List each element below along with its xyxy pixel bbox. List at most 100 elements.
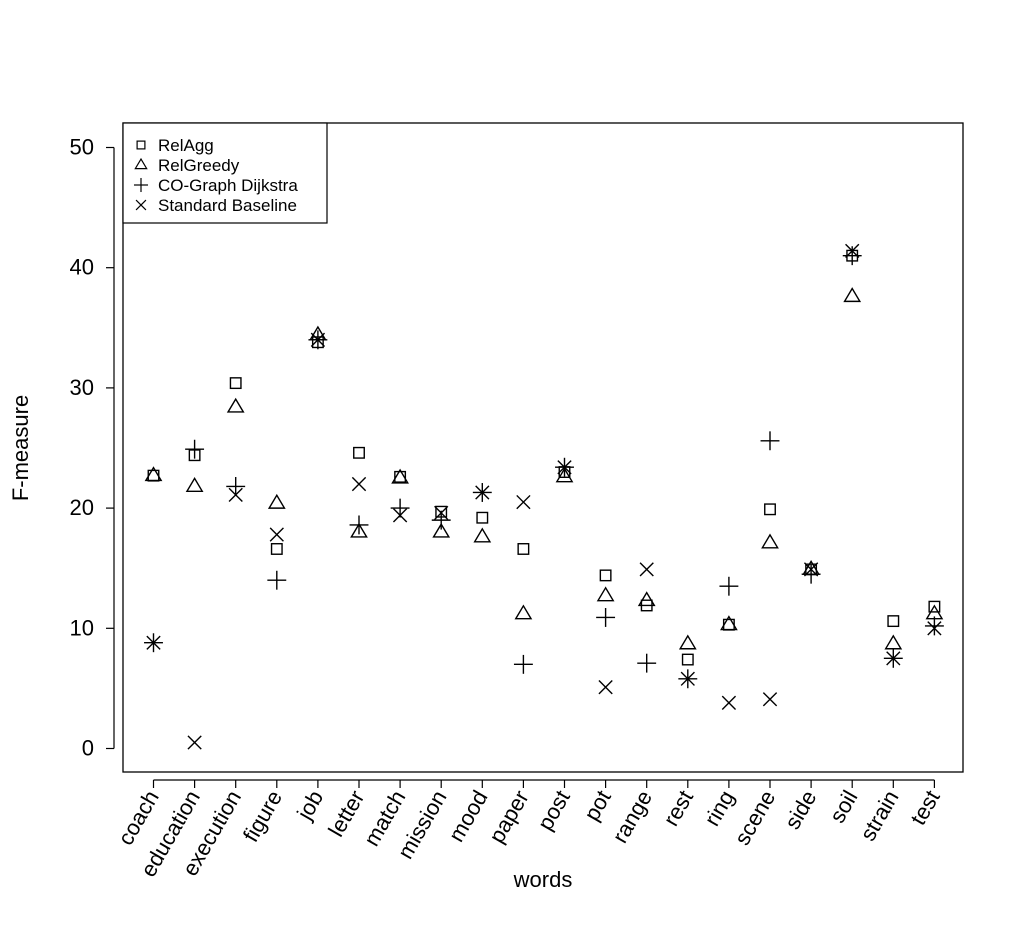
point-square	[394, 470, 407, 483]
point-square	[681, 653, 694, 666]
point-triangle	[473, 527, 492, 543]
x-tick-label: mood	[443, 786, 492, 846]
x-tick-label: paper	[484, 786, 534, 847]
point-triangle	[267, 493, 286, 509]
point-square	[270, 543, 283, 555]
point-triangle	[596, 586, 615, 602]
point-square	[722, 618, 735, 631]
point-triangle	[391, 468, 409, 484]
x-tick-label: test	[905, 786, 944, 829]
point-cross	[392, 508, 408, 523]
legend-label: RelAgg	[158, 136, 214, 155]
x-tick-label: post	[532, 786, 574, 835]
point-triangle	[843, 287, 862, 303]
point-cross	[886, 651, 901, 666]
x-tick-label: job	[291, 786, 328, 825]
series-plus	[144, 246, 944, 689]
x-tick-label: pot	[579, 786, 616, 825]
y-tick-label: 0	[82, 736, 94, 761]
point-cross	[845, 243, 860, 259]
point-plus	[842, 246, 862, 266]
point-cross	[351, 476, 367, 492]
point-plus	[719, 576, 739, 596]
legend-marker-plus	[133, 177, 149, 193]
point-plus	[924, 616, 944, 636]
point-triangle	[884, 634, 903, 650]
x-tick-label: strain	[855, 786, 904, 845]
point-cross	[475, 485, 490, 500]
x-tick-label: scene	[729, 786, 780, 849]
x-tick-label: figure	[238, 786, 287, 846]
point-square	[147, 469, 160, 482]
point-cross	[762, 692, 778, 707]
y-tick-label: 30	[70, 375, 94, 400]
x-tick-label: rest	[658, 786, 698, 830]
point-square	[229, 377, 242, 390]
point-square	[764, 503, 776, 516]
data-points	[144, 243, 944, 750]
point-plus	[637, 653, 657, 673]
series-square	[147, 249, 941, 666]
point-plus	[226, 477, 246, 496]
y-tick-label: 50	[70, 135, 94, 160]
point-cross	[803, 562, 819, 577]
point-cross	[187, 735, 202, 750]
point-cross	[146, 635, 161, 650]
point-plus	[185, 439, 205, 459]
point-triangle	[144, 466, 163, 482]
y-tick-label: 40	[70, 255, 94, 280]
x-tick-label: side	[780, 786, 822, 833]
point-square	[887, 615, 900, 628]
point-triangle	[350, 522, 368, 538]
series-cross	[146, 243, 942, 750]
series-triangle	[144, 287, 944, 650]
point-plus	[267, 570, 287, 590]
point-triangle	[761, 533, 779, 549]
point-plus	[349, 515, 369, 535]
point-cross	[598, 680, 613, 695]
legend-box	[122, 122, 328, 224]
legend-label: RelGreedy	[158, 156, 240, 175]
point-plus	[760, 431, 780, 451]
point-cross	[310, 332, 326, 347]
legend-marker-triangle	[134, 157, 148, 170]
legend-label: Standard Baseline	[158, 196, 297, 215]
legend-marker-square	[136, 140, 146, 150]
x-axis-label: words	[513, 867, 573, 892]
point-square	[353, 446, 365, 459]
point-plus	[513, 654, 533, 674]
x-tick-label: range	[607, 786, 657, 847]
point-square	[928, 600, 941, 613]
point-square	[476, 511, 489, 524]
point-square	[517, 543, 530, 555]
point-triangle	[637, 591, 656, 607]
x-tick-label: soil	[824, 786, 862, 827]
point-triangle	[555, 467, 574, 483]
legend-marker-cross	[135, 199, 147, 211]
point-triangle	[226, 397, 245, 413]
point-cross	[434, 505, 449, 521]
plot-frame	[122, 122, 964, 773]
point-cross	[516, 494, 531, 510]
point-plus	[801, 564, 821, 584]
point-plus	[596, 608, 616, 627]
legend-label: CO-Graph Dijkstra	[158, 176, 298, 195]
point-cross	[269, 527, 284, 542]
x-tick-label: ring	[699, 786, 739, 830]
y-axis-label: F-measure	[8, 395, 33, 501]
point-cross	[639, 562, 654, 577]
point-cross	[557, 460, 572, 475]
point-triangle	[185, 477, 204, 492]
point-cross	[680, 671, 695, 686]
point-cross	[927, 621, 942, 636]
point-triangle	[514, 604, 533, 620]
point-triangle	[432, 522, 451, 538]
point-triangle	[678, 634, 697, 650]
y-tick-label: 10	[70, 615, 94, 640]
point-cross	[228, 487, 243, 503]
point-triangle	[720, 615, 738, 631]
y-axis: 0 10 20 30 40 50	[70, 135, 115, 761]
